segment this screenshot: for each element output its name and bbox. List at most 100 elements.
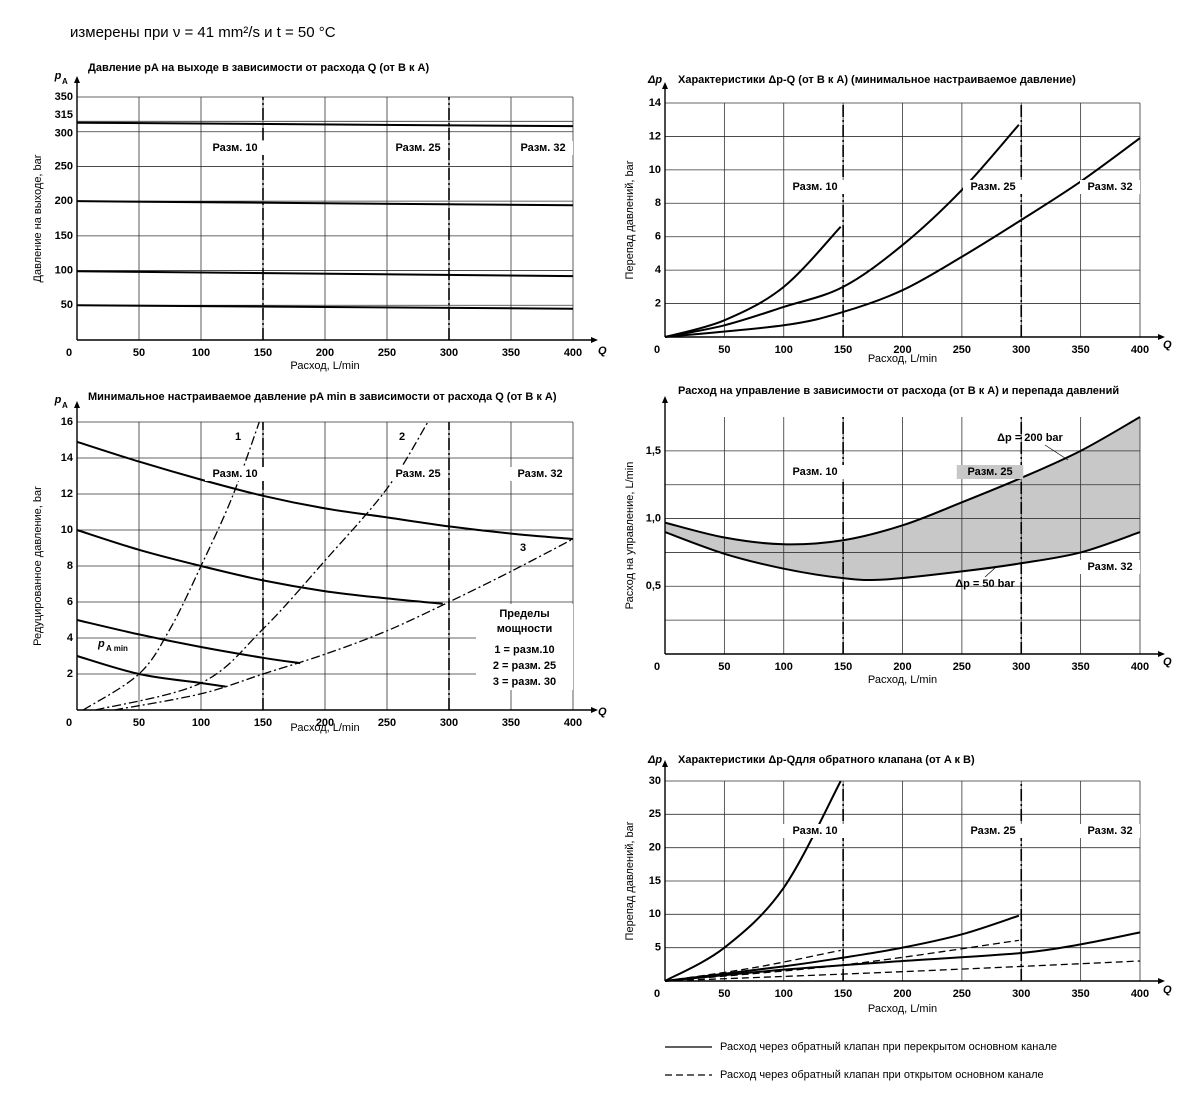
annotation: Разм. 10 [212, 468, 257, 480]
y-symbol: p [54, 70, 62, 82]
legend-entry: 3 = разм. 30 [493, 676, 556, 688]
x-tick-label: 350 [502, 347, 520, 359]
annotation: Разм. 32 [517, 468, 562, 480]
x-tick-label: 200 [893, 661, 911, 673]
series-label: 1 [235, 431, 241, 443]
annotation: Разм. 32 [1087, 561, 1132, 573]
x-tick-label: 150 [834, 344, 852, 356]
annotation-bg [388, 467, 448, 481]
y-symbol: Δp [647, 74, 662, 86]
x-symbol: Q [598, 345, 607, 357]
caption: измерены при ν = 41 mm²/s и t = 50 °C [70, 24, 336, 41]
annotation-bg [785, 465, 845, 479]
annotation-bg [205, 467, 265, 481]
legend-label: Расход через обратный клапан при перекры… [720, 1041, 1057, 1053]
x-tick-label: 50 [718, 661, 730, 673]
x-tick-label: 350 [502, 717, 520, 729]
annotation-bg [1080, 180, 1140, 194]
y-symbol: Δp [647, 754, 662, 766]
curve [82, 421, 260, 711]
chart: 0 50 100 150 200 250 300 350 400 0,5 1,0 1,5 Расход … [624, 385, 1172, 686]
y-axis-label: Давление на выходе, bar [32, 154, 44, 282]
x-tick-label: 300 [440, 717, 458, 729]
x-tick-label: 250 [953, 661, 971, 673]
y-tick-label: 50 [61, 299, 73, 311]
curve [664, 225, 842, 338]
annotation: Разм. 25 [970, 181, 1015, 193]
y-symbol: p [54, 394, 62, 406]
chart: 0 50 100 150 200 250 300 350 400246810121416Мини… [32, 391, 607, 734]
y-axis-label: Редуцированное давление, bar [32, 486, 44, 646]
x-tick-label: 150 [254, 717, 272, 729]
x-tick-label: 400 [1131, 988, 1149, 1000]
annotation-bg [963, 824, 1023, 838]
y-tick-label: 150 [55, 230, 73, 242]
y-tick-label: 12 [649, 130, 661, 142]
x-tick-label: 400 [1131, 344, 1149, 356]
axis-arrow [74, 401, 80, 408]
x-axis-label: Расход, L/min [868, 674, 937, 686]
x-tick-label: 400 [564, 717, 582, 729]
x-tick-label: 0 [654, 988, 660, 1000]
x-tick-label: 0 [66, 717, 72, 729]
x-tick-label: 200 [893, 344, 911, 356]
x-tick-label: 300 [1012, 344, 1030, 356]
axis-arrow [591, 337, 598, 343]
curve [76, 440, 574, 540]
legend-box [476, 604, 573, 690]
x-tick-label: 150 [254, 347, 272, 359]
x-symbol: Q [1163, 656, 1172, 668]
x-axis-label: Расход, L/min [868, 353, 937, 365]
legend-title: Пределы [499, 608, 549, 620]
x-tick-label: 250 [953, 344, 971, 356]
x-tick-label: 350 [1071, 661, 1089, 673]
x-tick-label: 50 [718, 344, 730, 356]
x-tick-label: 250 [953, 988, 971, 1000]
y-tick-label: 14 [61, 452, 74, 464]
annotation: Разм. 32 [520, 142, 565, 154]
annotation: Разм. 25 [395, 468, 440, 480]
y-tick-label: 1,5 [646, 445, 661, 457]
x-tick-label: 250 [378, 717, 396, 729]
curve [76, 200, 574, 207]
annotation: Разм. 25 [395, 142, 440, 154]
annotation: Разм. 10 [792, 181, 837, 193]
y-tick-label: 14 [649, 97, 662, 109]
axis-arrow [662, 396, 668, 403]
axis-arrow [662, 82, 668, 89]
annotation-bg [963, 180, 1023, 194]
x-tick-label: 300 [1012, 988, 1030, 1000]
curve [76, 304, 574, 310]
axis-arrow [74, 76, 80, 83]
x-tick-label: 100 [775, 661, 793, 673]
annotation-bg [781, 824, 849, 838]
annotation: Разм. 10 [212, 142, 257, 154]
curve [664, 960, 1141, 982]
y-axis-label: Расход на управление, L/min [624, 462, 636, 610]
x-symbol: Q [598, 706, 607, 718]
x-tick-label: 350 [1071, 344, 1089, 356]
annotation: Разм. 32 [1087, 825, 1132, 837]
y-tick-label: 12 [61, 488, 73, 500]
annotation: Разм. 32 [1087, 181, 1132, 193]
annotation: Разм. 25 [967, 466, 1012, 478]
curve [664, 531, 1141, 582]
x-axis-label: Расход, L/min [290, 722, 359, 734]
x-tick-label: 400 [564, 347, 582, 359]
curve [664, 780, 842, 982]
y-tick-label: 30 [649, 775, 661, 787]
y-axis-label: Перепад давлений, bar [624, 160, 636, 279]
x-tick-label: 50 [718, 988, 730, 1000]
y-tick-label: 25 [649, 808, 661, 820]
x-tick-label: 350 [1071, 988, 1089, 1000]
y-tick-label: 250 [55, 160, 73, 172]
curve [664, 914, 1020, 982]
chart-title: Характеристики Δp-Qдля обратного клапана… [678, 754, 975, 766]
axis-arrow [591, 707, 598, 713]
series-label: Δp = 50 bar [955, 578, 1015, 590]
chart: 0 50 100 150 200 250 300 350 400 2 4 6 8 10 12 14 Характ… [624, 74, 1172, 365]
curve [76, 270, 574, 278]
y-tick-label: 315 [55, 109, 73, 121]
curve [114, 538, 574, 711]
